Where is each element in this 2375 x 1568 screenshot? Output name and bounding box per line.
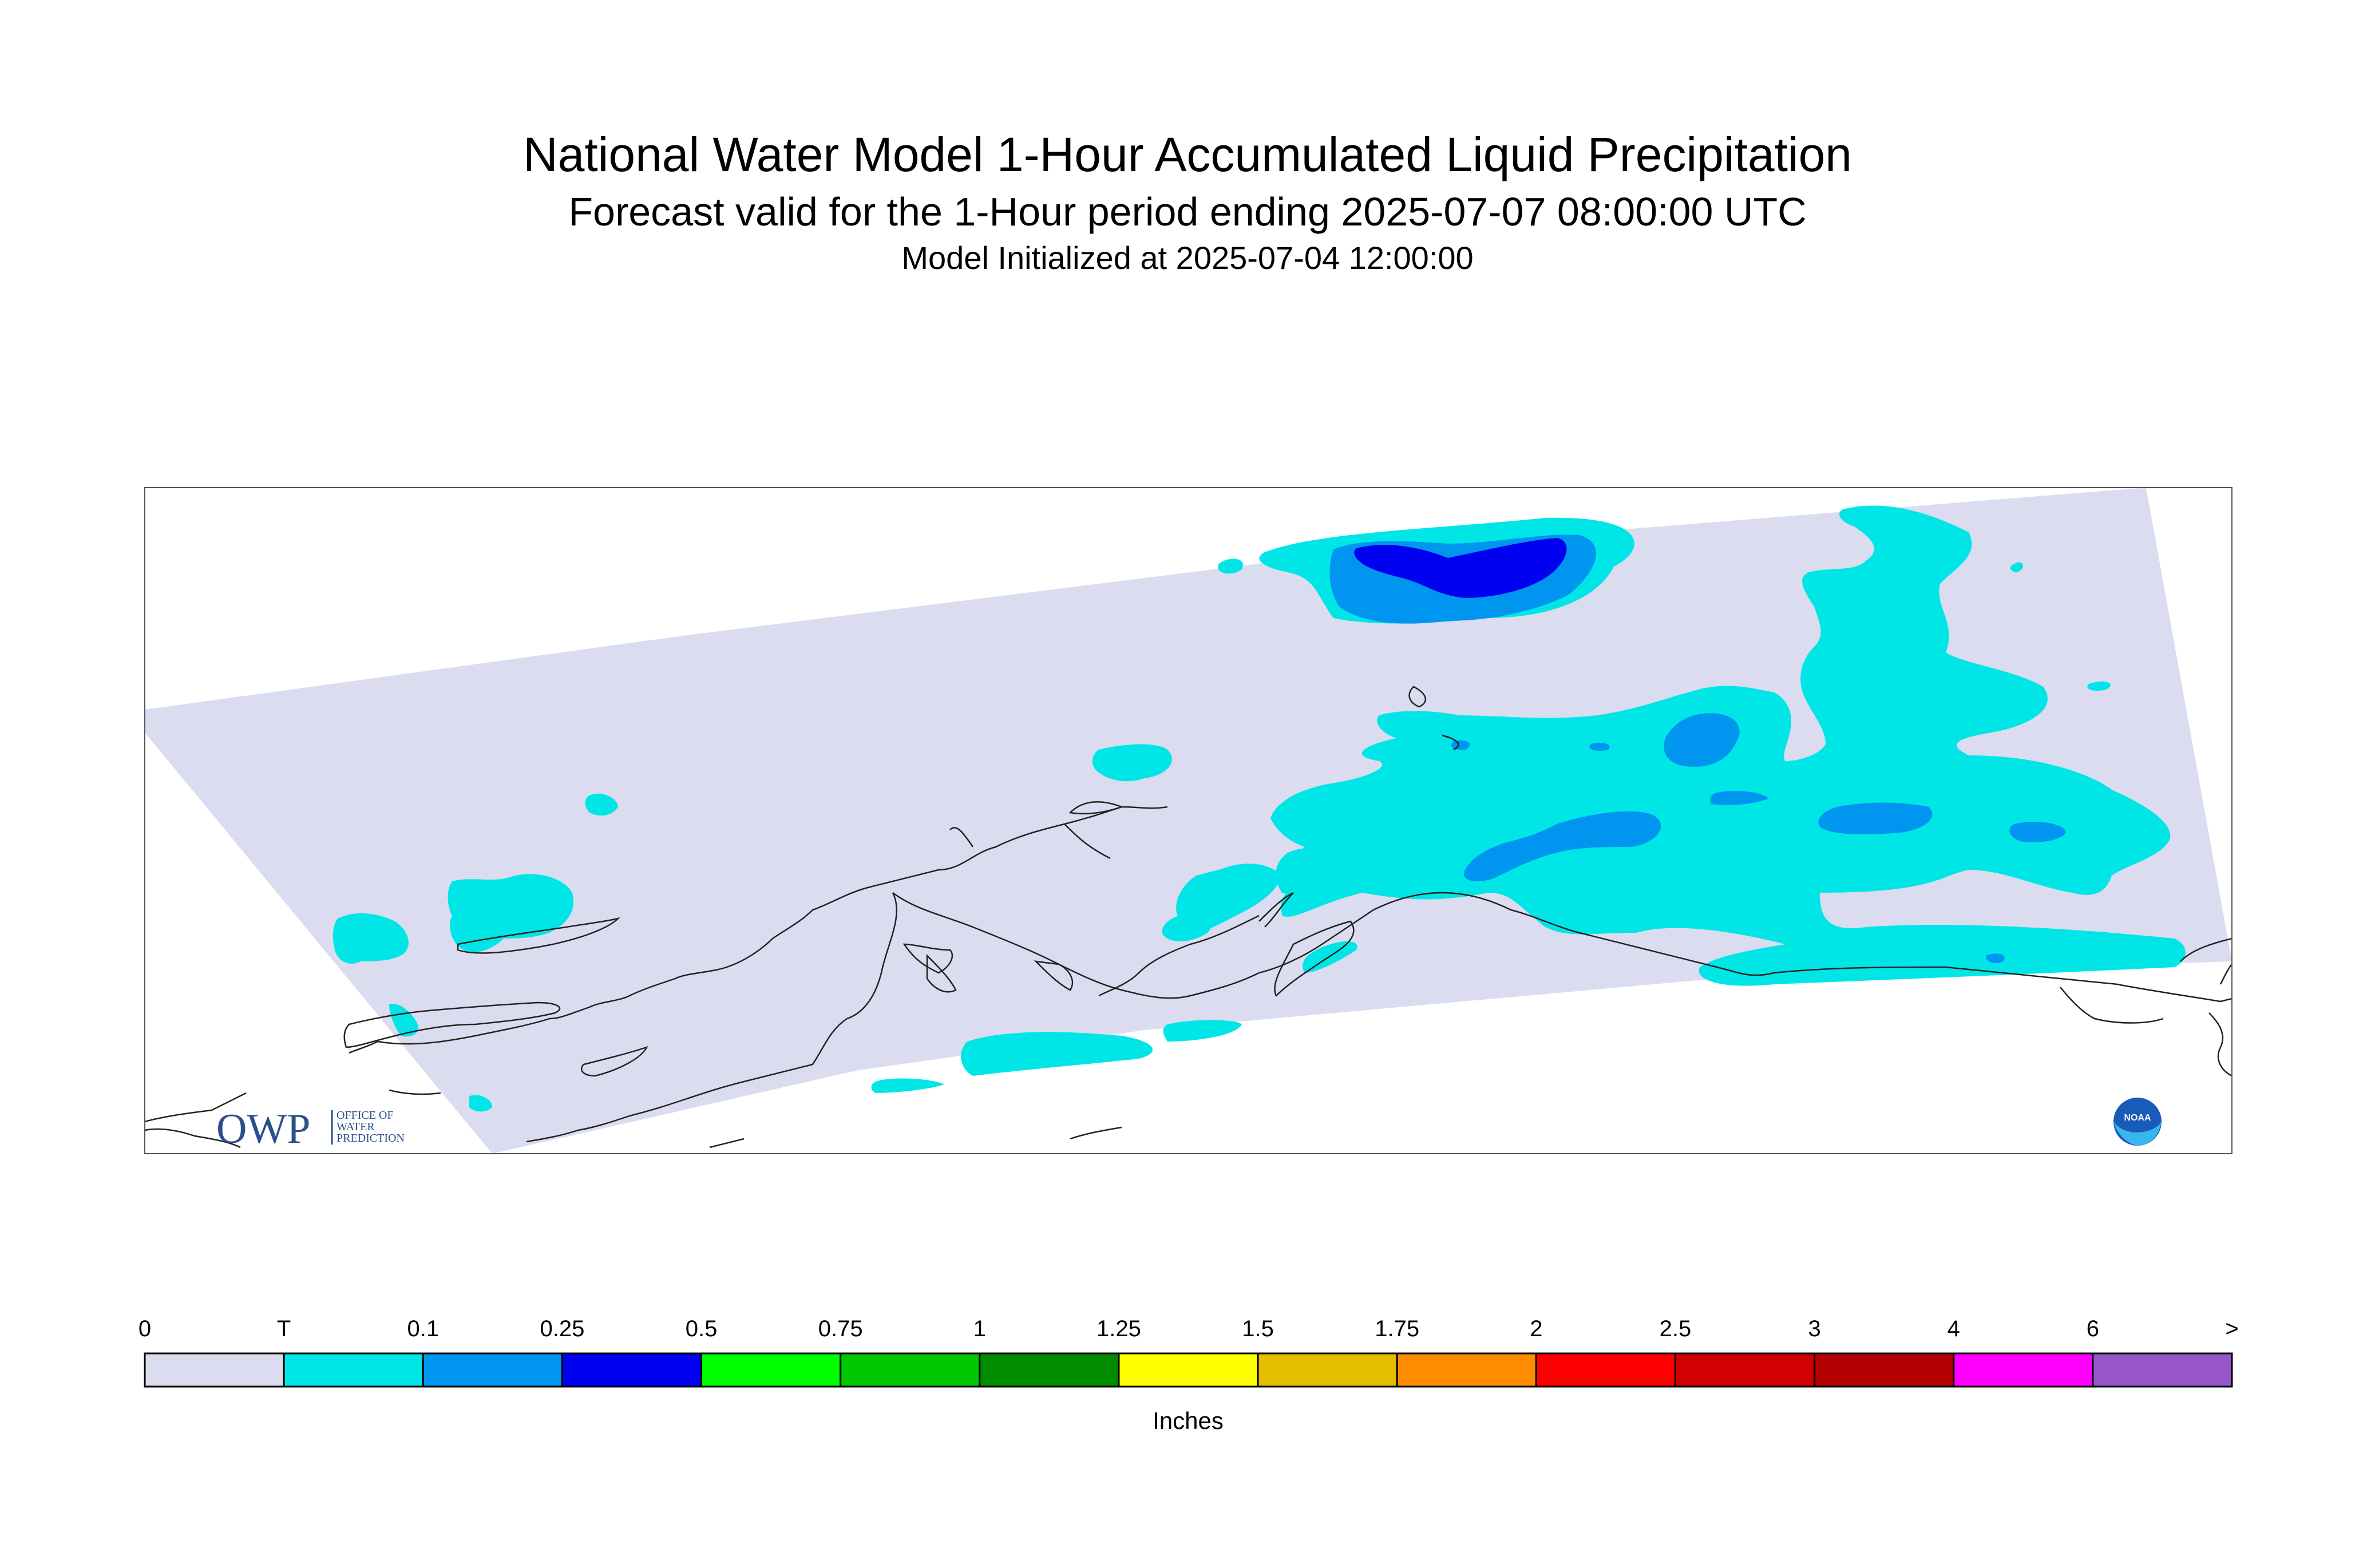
map-subtitle: Forecast valid for the 1-Hour period end… <box>568 189 1807 234</box>
legend-tick-label: 3 <box>1808 1316 1820 1341</box>
owp-logo-sub-3: PREDICTION <box>337 1132 405 1145</box>
legend-tick-label: 1.5 <box>1242 1316 1274 1341</box>
legend-tick-label: 0.5 <box>686 1316 718 1341</box>
legend-tick-label: 0.25 <box>540 1316 584 1341</box>
legend-tick-label: 0 <box>138 1316 151 1341</box>
legend-swatch <box>1674 1352 1816 1388</box>
legend-swatch <box>1814 1352 1955 1388</box>
legend-swatch <box>144 1352 285 1388</box>
legend-swatches <box>144 1352 2233 1388</box>
legend-swatch <box>1953 1352 2094 1388</box>
legend-swatch <box>561 1352 703 1388</box>
legend-tick-labels: 0 T 0.1 0.25 0.5 0.75 1 1.25 1.5 1.75 2 2.5 3 4 6 > <box>138 1316 2239 1341</box>
precip-moderate-areas <box>1354 538 1567 598</box>
legend-tick-label: 0.75 <box>818 1316 863 1341</box>
legend-tick-label: 2.5 <box>1660 1316 1692 1341</box>
legend-tick-label: 0.1 <box>407 1316 439 1341</box>
legend-swatch <box>840 1352 981 1388</box>
legend-swatch <box>1257 1352 1398 1388</box>
legend-swatch <box>2092 1352 2233 1388</box>
legend-tick-label: > <box>2225 1316 2238 1341</box>
legend-swatch <box>1396 1352 1537 1388</box>
legend-tick-label: 2 <box>1530 1316 1542 1341</box>
owp-logo-text: OWP <box>216 1106 310 1153</box>
legend-swatch <box>1535 1352 1676 1388</box>
legend-swatch <box>979 1352 1120 1388</box>
legend-swatch <box>700 1352 842 1388</box>
legend-tick-label: 1.75 <box>1375 1316 1419 1341</box>
map-frame <box>144 487 2232 1154</box>
coastlines <box>145 686 2232 1149</box>
noaa-logo-text: NOAA <box>2124 1113 2151 1123</box>
owp-logo-sub-1: OFFICE OF <box>337 1109 393 1122</box>
legend-swatch <box>283 1352 424 1388</box>
map-title: National Water Model 1-Hour Accumulated … <box>522 128 1852 181</box>
legend-tick-label: 1 <box>973 1316 986 1341</box>
legend-tick-label: 6 <box>2087 1316 2099 1341</box>
legend-tick-label: T <box>277 1316 291 1341</box>
legend-tick-label: 4 <box>1948 1316 1960 1341</box>
legend-unit-label: Inches <box>1153 1407 1224 1434</box>
model-domain <box>145 488 2232 1154</box>
legend-tick-label: 1.25 <box>1097 1316 1141 1341</box>
legend-swatch <box>1118 1352 1259 1388</box>
noaa-logo: NOAA <box>2113 1098 2162 1146</box>
legend-swatch <box>422 1352 563 1388</box>
owp-logo-sub-2: WATER <box>337 1120 375 1133</box>
init-time: Model Initialized at 2025-07-04 12:00:00 <box>901 240 1474 276</box>
owp-logo: OWP OFFICE OF WATER PREDICTION <box>216 1106 405 1153</box>
